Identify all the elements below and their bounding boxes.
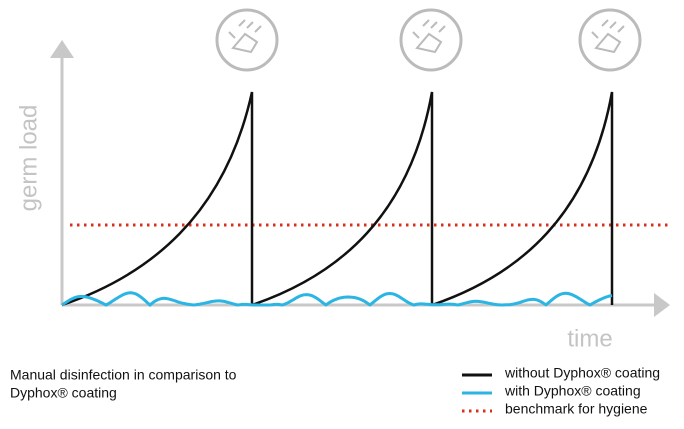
- icons: [215, 8, 642, 72]
- hand-icon: [399, 8, 463, 72]
- germ-curves: [61, 91, 614, 307]
- curve: [251, 91, 434, 307]
- legend-label: with Dyphox® coating: [504, 383, 641, 399]
- legend-label: benchmark for hygiene: [505, 401, 648, 417]
- y-arrow: [50, 40, 74, 58]
- x-arrow: [654, 293, 670, 317]
- hand-icon: [578, 8, 642, 72]
- caption: Manual disinfection in comparison to: [10, 367, 237, 383]
- x-axis-label: time: [567, 325, 612, 352]
- legend-label: without Dyphox® coating: [504, 365, 660, 381]
- curve: [431, 91, 614, 307]
- curve: [61, 91, 254, 307]
- caption: Dyphox® coating: [10, 385, 117, 401]
- hand-icon: [215, 8, 279, 72]
- legend: without Dyphox® coating with Dyphox® coa…: [462, 365, 660, 417]
- coating-curve: [61, 291, 613, 307]
- y-axis-label: germ load: [15, 105, 42, 212]
